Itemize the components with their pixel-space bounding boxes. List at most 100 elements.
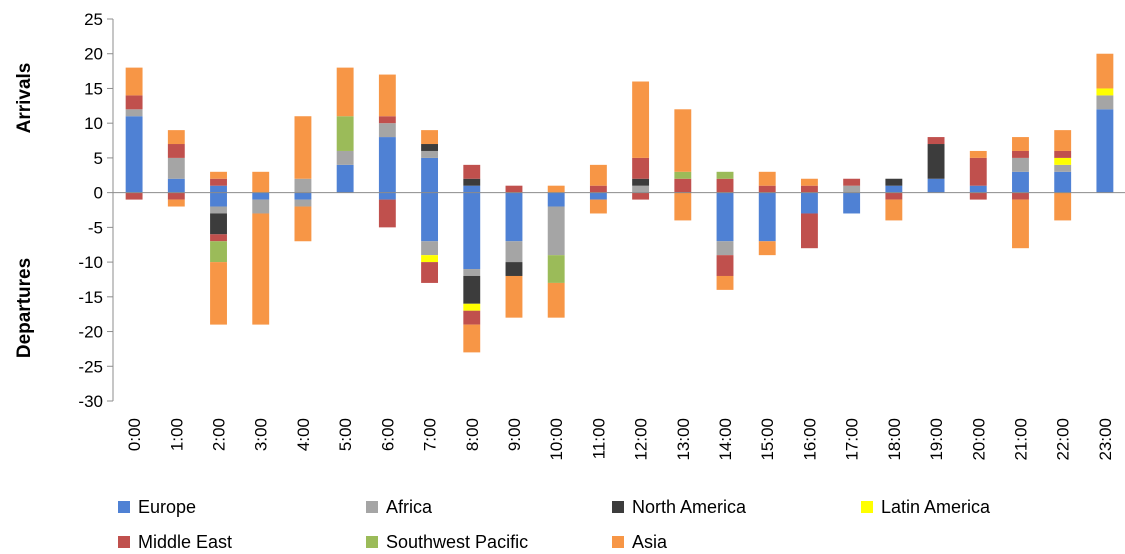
bar-arrivals xyxy=(1054,150,1072,158)
bar-arrivals xyxy=(167,144,185,158)
bar-departures xyxy=(885,199,903,221)
bar-departures xyxy=(885,192,903,200)
legend-item: Europe xyxy=(118,495,196,519)
legend-swatch xyxy=(366,536,378,548)
y-tick-label: -5 xyxy=(88,218,103,237)
bar-arrivals xyxy=(589,185,607,193)
bar-arrivals xyxy=(1054,171,1072,193)
legend-swatch xyxy=(118,536,130,548)
x-tick-label: 21:00 xyxy=(1011,418,1030,461)
bar-arrivals xyxy=(674,171,692,179)
legend-swatch xyxy=(118,501,130,513)
bar-departures xyxy=(210,192,227,207)
bar-departures xyxy=(378,192,396,200)
bar-departures xyxy=(1012,192,1029,200)
bar-departures xyxy=(421,241,439,256)
x-tick-label: 4:00 xyxy=(294,418,313,451)
bar-arrivals xyxy=(421,150,439,158)
legend-label: Latin America xyxy=(881,496,991,517)
x-tick-label: 1:00 xyxy=(167,418,186,451)
bar-arrivals xyxy=(632,157,650,179)
x-tick-label: 0:00 xyxy=(125,418,144,451)
bar-departures xyxy=(505,275,523,318)
bar-departures xyxy=(800,213,818,249)
bar-arrivals xyxy=(1012,171,1029,193)
y-tick-label: 0 xyxy=(94,184,103,203)
x-tick-label: 7:00 xyxy=(421,418,440,451)
legend-label: Asia xyxy=(632,531,668,552)
bar-departures xyxy=(1012,199,1029,249)
x-tick-label: 17:00 xyxy=(843,418,862,461)
bar-arrivals xyxy=(378,116,396,124)
bar-departures xyxy=(547,206,565,256)
x-tick-label: 8:00 xyxy=(463,418,482,451)
bar-arrivals xyxy=(1012,157,1029,172)
bar-arrivals xyxy=(167,178,185,193)
bar-arrivals xyxy=(716,171,734,179)
bar-arrivals xyxy=(125,109,143,117)
bar-arrivals xyxy=(758,171,776,186)
bar-arrivals xyxy=(674,178,692,193)
bar-arrivals xyxy=(463,185,481,193)
y-tick-label: -30 xyxy=(78,392,103,411)
bar-arrivals xyxy=(632,81,650,158)
legend-item: Asia xyxy=(612,530,667,554)
bar-departures xyxy=(716,192,734,242)
bar-arrivals xyxy=(674,109,692,172)
bar-departures xyxy=(716,275,734,290)
bar-departures xyxy=(125,192,143,200)
bar-arrivals xyxy=(167,157,185,179)
y-label-arrivals: Arrivals xyxy=(14,63,35,134)
bar-departures xyxy=(800,192,818,214)
bar-departures xyxy=(589,192,607,200)
x-tick-label: 14:00 xyxy=(716,418,735,461)
bar-arrivals xyxy=(378,137,396,193)
x-tick-label: 22:00 xyxy=(1054,418,1073,461)
bar-departures xyxy=(252,199,270,214)
bar-arrivals xyxy=(1096,95,1114,110)
x-tick-label: 5:00 xyxy=(336,418,355,451)
bar-arrivals xyxy=(252,171,270,193)
bar-arrivals xyxy=(294,116,312,179)
y-tick-label: 15 xyxy=(84,79,103,98)
bar-arrivals xyxy=(632,178,650,186)
y-axis: 25 20 15 10 5 0 -5 -10 -15 -20 -25 -30 xyxy=(78,10,114,411)
bar-arrivals xyxy=(463,178,481,186)
bar-departures xyxy=(505,192,523,242)
bar-departures xyxy=(716,241,734,256)
bar-departures xyxy=(421,192,439,242)
bar-departures xyxy=(1054,192,1072,221)
legend-item: Southwest Pacific xyxy=(366,530,528,554)
bar-departures xyxy=(716,255,734,276)
bar-arrivals xyxy=(421,144,439,151)
bar-arrivals xyxy=(378,74,396,117)
bar-arrivals xyxy=(421,157,439,193)
x-tick-label: 9:00 xyxy=(505,418,524,451)
bar-departures xyxy=(167,199,185,207)
bar-arrivals xyxy=(969,185,987,193)
x-tick-label: 23:00 xyxy=(1096,418,1115,461)
bar-departures xyxy=(210,213,227,235)
bar-departures xyxy=(252,213,270,325)
legend-swatch xyxy=(612,501,624,513)
x-tick-label: 10:00 xyxy=(547,418,566,461)
bar-arrivals xyxy=(547,185,565,193)
bar-departures xyxy=(294,206,312,242)
bar-arrivals xyxy=(1096,88,1114,96)
bar-departures xyxy=(294,192,312,200)
y-axis-titles: Arrivals Departures xyxy=(14,63,35,359)
legend-label: Middle East xyxy=(138,531,233,552)
legend: Europe Africa North America Latin America Mi… xyxy=(118,492,1078,552)
bar-arrivals xyxy=(294,178,312,193)
bar-departures xyxy=(547,282,565,318)
x-tick-label: 12:00 xyxy=(632,418,651,461)
legend-swatch xyxy=(366,501,378,513)
bar-arrivals xyxy=(632,185,650,193)
y-label-departures: Departures xyxy=(14,258,35,358)
x-tick-label: 19:00 xyxy=(927,418,946,461)
bar-arrivals xyxy=(1096,53,1114,89)
bar-arrivals xyxy=(927,144,945,179)
bar-departures xyxy=(378,199,396,228)
bar-arrivals xyxy=(843,178,861,186)
legend-label: Europe xyxy=(138,496,197,517)
